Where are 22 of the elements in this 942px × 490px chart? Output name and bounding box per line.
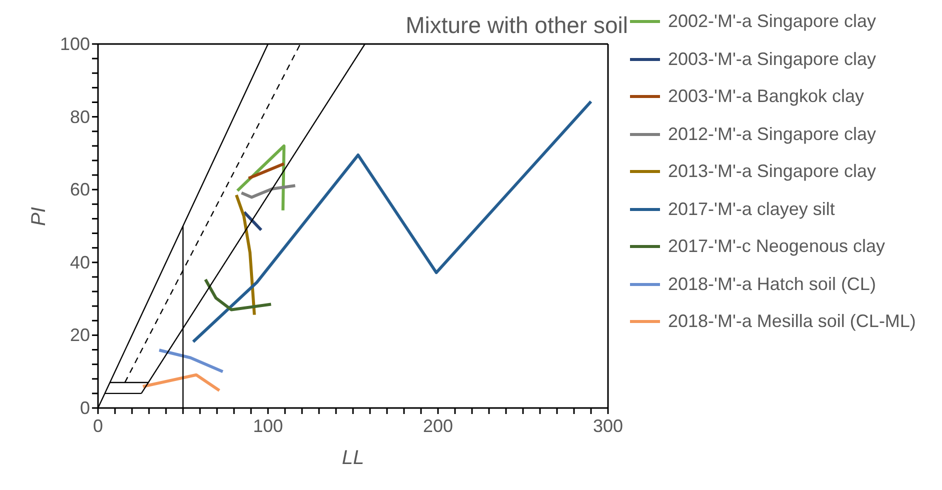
x-tick-label: 300 [592,416,624,436]
y-tick-label: 20 [70,325,90,346]
legend-label: 2003-'M'-a Singapore clay [668,48,876,70]
y-tick-label: 60 [70,180,90,200]
chart-title: Mixture with other soil [404,12,628,39]
legend-label: 2017-'M'-a clayey silt [668,198,835,220]
x-tick-label: 200 [422,416,454,436]
y-tick-label: 100 [60,34,90,54]
x-tick-label: 100 [252,416,284,436]
legend-label: 2003-'M'-a Bangkok clay [668,85,864,107]
legend-label: 2018-'M'-a Mesilla soil (CL-ML) [668,310,916,332]
legend-label: 2018-'M'-a Hatch soil (CL) [668,272,876,294]
y-tick-label: 40 [70,252,90,272]
legend-label: 2013-'M'-a Singapore clay [668,160,876,182]
y-tick-label: 0 [80,398,90,418]
legend-label: 2002-'M'-a Singapore clay [668,10,876,32]
legend-label: 2017-'M'-c Neogenous clay [668,235,885,257]
legend-label: 2012-'M'-a Singapore clay [668,122,876,144]
x-tick-label: 0 [92,416,104,436]
y-tick-label: 80 [70,106,90,127]
x-axis-title: LL [342,447,364,469]
y-axis-title: PI [28,206,50,226]
